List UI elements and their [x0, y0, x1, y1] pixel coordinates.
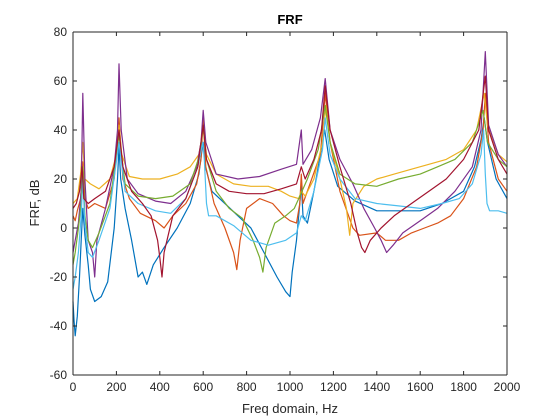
y-tick-label: 20 [54, 172, 68, 186]
x-tick-label: 1200 [320, 380, 347, 394]
series-layer [72, 50, 508, 337]
y-tick-label: 60 [54, 74, 68, 88]
y-tick-label: 0 [60, 221, 67, 235]
x-tick-label: 800 [237, 380, 257, 394]
plot-area [73, 32, 507, 375]
x-tick-label: 400 [150, 380, 170, 394]
series-line-6 [72, 117, 508, 290]
x-tick-label: 1600 [407, 380, 434, 394]
x-axis-label: Freq domain, Hz [242, 401, 338, 416]
chart-title: FRF [277, 12, 302, 27]
y-tick-label: -20 [50, 270, 68, 284]
y-tick-label: 40 [54, 123, 68, 137]
series-line-7 [72, 75, 508, 278]
y-axis-label: FRF, dB [27, 180, 42, 227]
x-tick-label: 0 [70, 380, 77, 394]
x-tick-label: 2000 [494, 380, 521, 394]
x-tick-label: 1400 [363, 380, 390, 394]
x-tick-label: 1000 [277, 380, 304, 394]
x-tick-label: 600 [193, 380, 213, 394]
ticks-layer: 0 200 400 600 800 1000 1200 1400 1600 1800 2000-60… [50, 25, 521, 394]
series-line-4 [72, 50, 508, 278]
series-line-5 [72, 104, 508, 273]
x-tick-label: 200 [106, 380, 126, 394]
x-tick-label: 1800 [450, 380, 477, 394]
y-tick-label: 80 [54, 25, 68, 39]
y-tick-label: -60 [50, 368, 68, 382]
y-tick-label: -40 [50, 319, 68, 333]
